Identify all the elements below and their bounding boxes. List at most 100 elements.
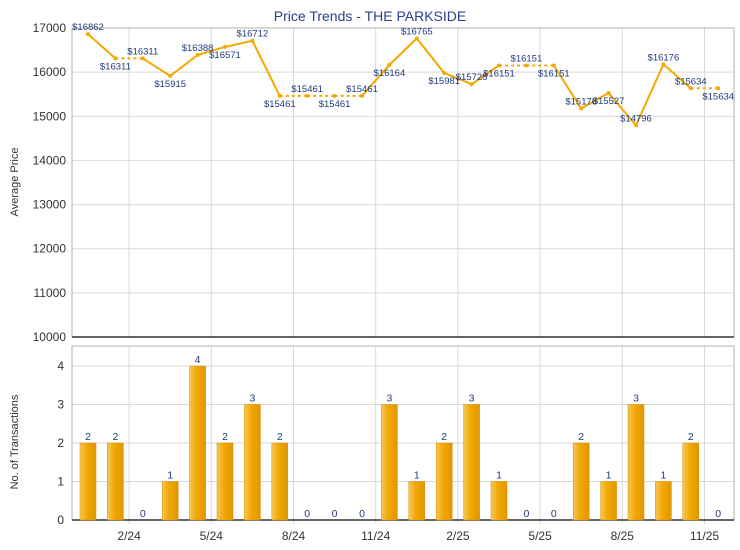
price-data-label: $15461 <box>264 99 296 110</box>
price-data-label: $15461 <box>346 84 378 95</box>
transaction-bar <box>435 442 453 521</box>
transaction-bar <box>189 365 206 521</box>
transaction-count-label: 1 <box>414 470 420 482</box>
price-data-label: $14796 <box>620 113 652 124</box>
price-point <box>524 63 529 68</box>
price-data-label: $16862 <box>72 22 104 33</box>
transaction-count-label: 0 <box>359 508 365 520</box>
price-data-label: $15981 <box>428 76 460 87</box>
transaction-count-label: 0 <box>523 508 529 520</box>
price-data-label: $15527 <box>593 96 625 107</box>
transaction-bar <box>161 481 179 521</box>
price-line-segment <box>197 45 226 56</box>
price-point <box>579 106 584 111</box>
price-point <box>140 56 145 61</box>
transaction-count-label: 2 <box>578 431 584 443</box>
month-tick-label: 8/24 <box>282 529 306 543</box>
transactions-axis-label: No. of Transactions <box>9 394 21 489</box>
price-point <box>469 82 474 87</box>
price-axis-label: Average Price <box>9 148 21 217</box>
price-point <box>168 73 173 78</box>
transaction-bar <box>490 481 508 521</box>
price-line-segment <box>87 33 117 60</box>
transactions-tick-label: 2 <box>57 436 64 450</box>
price-data-label: $16176 <box>648 52 680 63</box>
price-data-label: $16151 <box>483 68 515 79</box>
month-tick-label: 5/24 <box>200 529 224 543</box>
price-point <box>113 56 118 61</box>
transaction-count-label: 4 <box>195 354 201 366</box>
price-tick-label: 11000 <box>34 286 67 300</box>
transaction-bar <box>107 442 124 521</box>
price-tick-label: 15000 <box>33 109 67 123</box>
transaction-bar <box>655 481 672 521</box>
price-line-segment <box>607 92 637 126</box>
price-data-label: $16151 <box>511 53 543 64</box>
month-tick-label: 2/24 <box>117 529 141 543</box>
transaction-count-label: 2 <box>222 431 228 443</box>
price-point <box>387 62 392 67</box>
transactions-tick-label: 1 <box>57 475 64 489</box>
price-point <box>551 63 556 68</box>
transaction-count-label: 3 <box>386 393 392 405</box>
price-line-segment <box>552 64 583 110</box>
price-tick-label: 13000 <box>33 198 67 212</box>
transaction-count-label: 2 <box>441 431 447 443</box>
price-tick-label: 16000 <box>33 65 67 79</box>
price-point <box>716 86 721 91</box>
transaction-bar <box>381 404 398 521</box>
price-point <box>195 53 200 58</box>
price-point <box>414 36 419 41</box>
price-point <box>606 91 611 96</box>
price-point <box>86 32 90 37</box>
price-data-label: $15728 <box>456 72 488 83</box>
transaction-count-label: 3 <box>469 393 475 405</box>
transaction-count-label: 2 <box>85 431 91 443</box>
transactions-bar-chart: 0 1 2 3 4 2/24 5/24 8/24 11/24 2/25 5/25 8/25 11/25 2… <box>57 345 735 543</box>
price-point <box>332 93 337 98</box>
price-point <box>305 93 310 98</box>
transaction-bar <box>271 442 289 521</box>
price-point <box>688 86 693 91</box>
month-tick-label: 5/25 <box>528 529 552 543</box>
transaction-count-label: 2 <box>277 431 283 443</box>
transaction-bar <box>216 442 234 521</box>
price-data-label: $15634 <box>675 76 707 87</box>
price-data-label: $16765 <box>401 26 433 37</box>
transaction-bar <box>682 442 700 521</box>
price-line-segment <box>635 63 665 126</box>
price-data-label: $15461 <box>291 84 323 95</box>
transaction-count-label: 0 <box>140 508 146 520</box>
transaction-count-label: 0 <box>551 508 557 520</box>
transactions-tick-label: 4 <box>57 359 64 373</box>
transaction-count-label: 1 <box>606 470 612 482</box>
transactions-tick-label: 0 <box>57 513 64 527</box>
price-line-segment <box>388 37 418 66</box>
price-data-label: $16388 <box>182 43 214 54</box>
month-tick-label: 8/25 <box>611 529 635 543</box>
transaction-count-label: 3 <box>633 393 639 405</box>
price-line-segment <box>662 63 692 90</box>
transaction-count-label: 3 <box>249 393 255 405</box>
transaction-count-label: 0 <box>332 508 338 520</box>
price-line-chart: 10000 11000 12000 13000 14000 15000 16000 17000… <box>33 21 735 344</box>
price-point <box>250 38 255 43</box>
price-line-segment <box>361 64 391 97</box>
price-line-segment <box>224 39 253 48</box>
month-tick-label: 11/24 <box>361 529 390 543</box>
transaction-bar <box>600 481 617 521</box>
price-data-label: $15915 <box>154 79 186 90</box>
price-line-segment <box>416 37 445 74</box>
price-point <box>277 93 282 98</box>
price-data-label: $16164 <box>374 68 406 79</box>
transaction-bar <box>244 404 261 521</box>
transaction-count-label: 1 <box>496 470 502 482</box>
transaction-count-label: 0 <box>715 508 721 520</box>
price-tick-label: 17000 <box>33 21 67 35</box>
transaction-count-label: 1 <box>660 470 666 482</box>
price-data-label: $16311 <box>127 46 158 57</box>
transaction-bar <box>627 404 645 521</box>
transaction-count-label: 1 <box>167 470 173 482</box>
transaction-count-label: 2 <box>688 431 694 443</box>
